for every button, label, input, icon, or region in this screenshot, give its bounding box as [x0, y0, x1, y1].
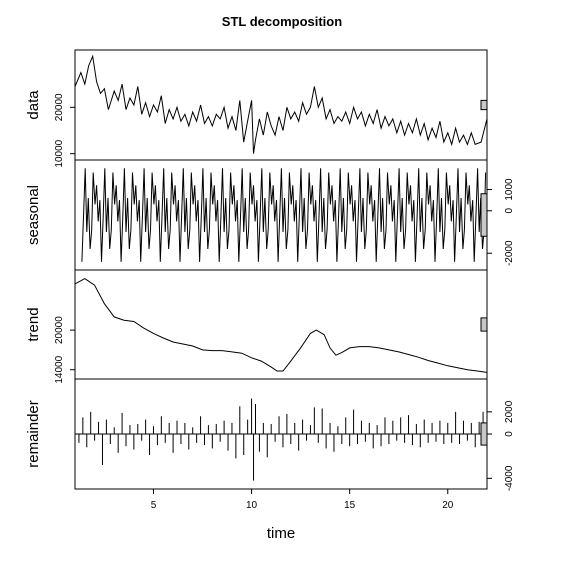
panel-remainder: remainder -4000 0 2000	[25, 378, 515, 491]
y-tick-label: 20000	[54, 316, 65, 344]
panels-group: data1000020000seasonal-200001000trend140…	[25, 49, 515, 491]
x-axis-label: time	[267, 525, 295, 542]
scale-bar	[480, 317, 488, 332]
panel-trend: trend 14000 20000	[25, 269, 488, 384]
x-tick-label: 10	[246, 500, 258, 511]
y-tick-label: -4000	[504, 465, 515, 491]
panel-data: data 10000 20000	[25, 49, 488, 168]
y-tick-label: 2000	[504, 400, 515, 423]
panel-seasonal: seasonal -2000 0 1000	[25, 159, 515, 271]
y-tick-label: 14000	[54, 355, 65, 383]
x-axis: 5 10 15 20	[151, 489, 454, 511]
y-axis-label-data: data	[25, 90, 42, 120]
seasonal-series-line	[81, 168, 487, 262]
y-axis-label-trend: trend	[25, 307, 42, 341]
data-series-line	[74, 54, 488, 154]
panel-frame	[74, 49, 488, 161]
scale-bar	[480, 422, 488, 446]
x-tick-label: 15	[344, 500, 356, 511]
trend-series-line	[74, 278, 488, 373]
y-tick-label: 1000	[504, 178, 515, 201]
panel-frame	[74, 269, 488, 380]
scale-bar	[480, 193, 488, 237]
x-tick-label: 5	[151, 500, 157, 511]
y-tick-label: 0	[504, 431, 515, 437]
y-tick-label: 10000	[54, 139, 65, 167]
y-tick-label: -2000	[504, 240, 515, 266]
y-axis-label-remainder: remainder	[25, 400, 42, 468]
chart-title: STL decomposition	[222, 14, 342, 29]
x-tick-label: 20	[442, 500, 454, 511]
scale-bar	[480, 99, 488, 111]
y-tick-label: 0	[504, 208, 515, 214]
y-axis-label-seasonal: seasonal	[25, 185, 42, 245]
y-tick-label: 20000	[54, 93, 65, 121]
